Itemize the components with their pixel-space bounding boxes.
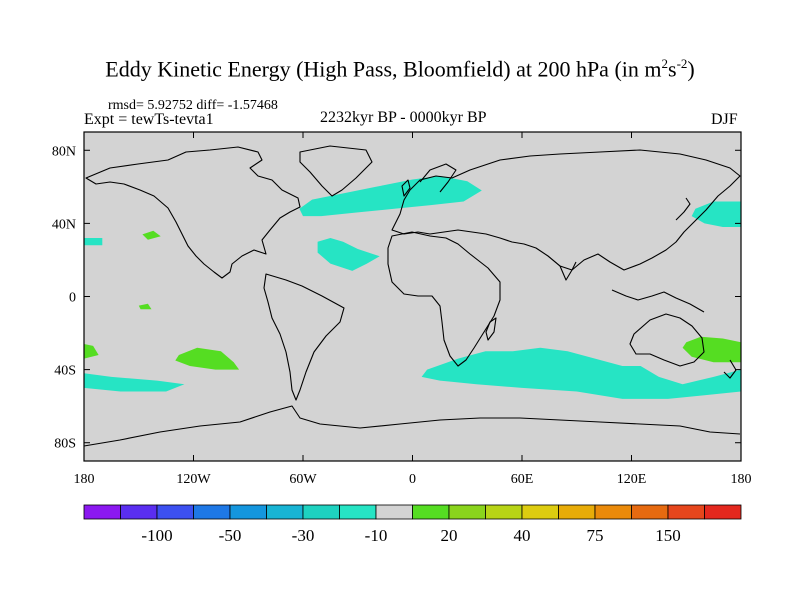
lat-tick-label: 40S <box>54 364 76 379</box>
lat-tick-label: 0 <box>69 291 76 306</box>
lon-tick-label: 60W <box>289 472 317 487</box>
lon-tick-label: 120E <box>617 472 647 487</box>
colorbar-swatch <box>120 504 158 520</box>
region-eq-pacific-positive <box>138 303 152 310</box>
colorbar-swatch <box>193 504 231 520</box>
colorbar-swatch <box>521 504 559 520</box>
colorbar-label: 40 <box>514 526 531 545</box>
region-south-pacific-west-positive <box>84 344 99 359</box>
coast-maritime-continent <box>611 289 705 313</box>
colorbar-label: 20 <box>441 526 458 545</box>
coast-uk <box>401 179 411 197</box>
colorbar-label: 150 <box>655 526 681 545</box>
lon-tick-label: 180 <box>731 472 752 487</box>
lat-tick-label: 80N <box>52 144 76 159</box>
region-australia-positive <box>682 336 741 363</box>
region-southern-ocean-west-negative <box>84 373 185 392</box>
colorbar-swatch <box>229 504 267 520</box>
colorbar-swatch <box>485 504 523 520</box>
coast-greenland <box>299 145 373 197</box>
anomaly-regions <box>84 175 741 399</box>
colorbar-swatch <box>375 504 413 520</box>
coast-new-zealand <box>723 359 737 379</box>
colorbar-label: -10 <box>365 526 388 545</box>
colorbar-swatch <box>83 504 121 520</box>
lat-tick-label: 40N <box>52 217 76 232</box>
lon-tick-label: 0 <box>409 472 416 487</box>
colorbar-swatch <box>704 504 742 520</box>
colorbar-swatch <box>631 504 669 520</box>
colorbar-label: 75 <box>587 526 604 545</box>
colorbar-swatch <box>558 504 596 520</box>
coast-india <box>547 255 577 281</box>
region-subtropical-atlantic-negative <box>317 238 380 271</box>
colorbar: -100 -50 -30 -10 20 40 75 150 <box>83 504 742 545</box>
colorbar-label: -100 <box>141 526 172 545</box>
coast-africa <box>387 231 501 367</box>
region-tropical-pacific-positive <box>142 230 161 240</box>
experiment-label: Expt = tewTs-tevta1 <box>84 111 214 128</box>
colorbar-swatch <box>667 504 705 520</box>
region-southern-ocean-east-negative <box>421 347 741 399</box>
colorbar-label: -50 <box>219 526 242 545</box>
colorbar-swatch <box>302 504 340 520</box>
coast-australia <box>629 313 705 367</box>
lon-tick-label: 60E <box>511 472 534 487</box>
lon-tick-label: 180 <box>74 472 95 487</box>
coast-japan <box>675 197 691 221</box>
period-label: 2232kyr BP - 0000kyr BP <box>320 109 487 126</box>
lat-tick-label: 80S <box>54 437 76 452</box>
coast-north-america <box>85 146 301 279</box>
colorbar-swatch <box>594 504 632 520</box>
chart-title: Eddy Kinetic Energy (High Pass, Bloomfie… <box>105 56 695 82</box>
axis-ticks: 80N 40N 0 40S 80S 180 120W 60W 0 60E 120E 180 <box>52 132 752 487</box>
region-north-atlantic-negative <box>299 175 482 217</box>
coast-scandinavia <box>419 163 457 193</box>
coast-antarctica <box>83 405 741 447</box>
season-label: DJF <box>711 111 738 128</box>
statistics-text: rmsd= 5.92752 diff= -1.57468 <box>108 98 278 113</box>
coast-madagascar <box>485 317 497 341</box>
coast-eurasia <box>391 149 741 271</box>
colorbar-swatch <box>266 504 304 520</box>
colorbar-label: -30 <box>292 526 315 545</box>
colorbar-swatch <box>412 504 450 520</box>
region-north-pacific-west-negative <box>691 201 741 227</box>
colorbar-swatch <box>339 504 377 520</box>
lon-tick-label: 120W <box>176 472 211 487</box>
region-south-pacific-positive <box>175 347 240 370</box>
colorbar-swatch <box>156 504 194 520</box>
colorbar-swatch <box>448 504 486 520</box>
region-north-pacific-east-negative <box>84 238 103 246</box>
coast-south-america <box>263 273 345 401</box>
coastlines <box>83 145 741 447</box>
